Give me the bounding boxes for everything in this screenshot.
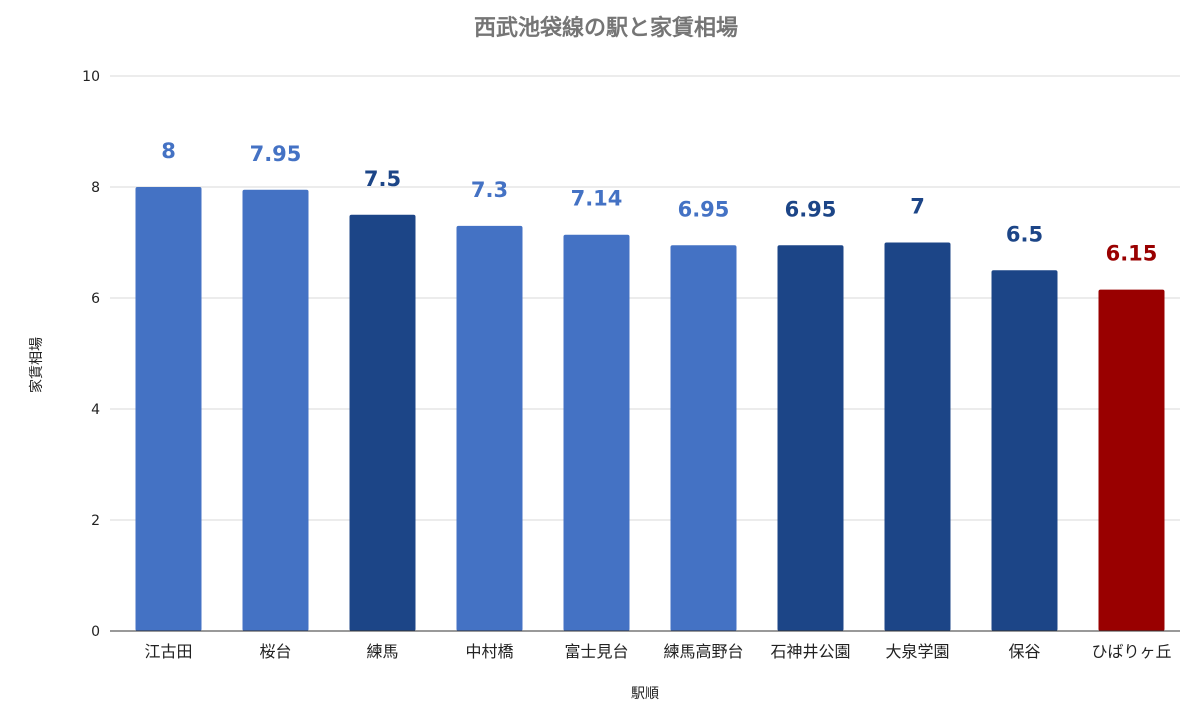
y-tick-label: 2 <box>91 513 100 529</box>
data-label: 8 <box>161 139 176 163</box>
bar <box>1098 289 1165 631</box>
x-tick-label: 富士見台 <box>564 642 628 661</box>
chart-title: 西武池袋線の駅と家賃相場 <box>474 15 738 41</box>
data-label: 7 <box>910 195 925 219</box>
data-label: 7.5 <box>364 167 401 191</box>
x-tick-label: 練馬高野台 <box>663 642 743 661</box>
data-label: 6.15 <box>1106 242 1158 266</box>
data-label: 7.14 <box>571 187 623 211</box>
bar <box>777 245 844 631</box>
x-axis-label: 駅順 <box>631 686 659 702</box>
data-label: 6.95 <box>678 197 730 221</box>
bar <box>563 234 630 632</box>
bar <box>135 187 202 631</box>
y-tick-label: 0 <box>91 624 100 640</box>
bar <box>456 225 523 631</box>
bar <box>349 214 416 631</box>
x-tick-label: 桜台 <box>259 642 291 661</box>
x-tick-label: 保谷 <box>1008 642 1040 661</box>
y-tick-label: 8 <box>91 180 100 196</box>
x-tick-label: 石神井公園 <box>770 642 850 661</box>
y-axis-label: 家賃相場 <box>28 337 45 393</box>
x-axis-ticks: 江古田 桜台 練馬 中村橋 富士見台 練馬高野台 石神井公園 大泉学園 保谷 ひばりヶ丘 <box>144 642 1171 661</box>
x-tick-label: 江古田 <box>144 642 192 661</box>
y-tick-label: 4 <box>91 402 100 418</box>
x-tick-label: 中村橋 <box>465 642 513 661</box>
data-label: 6.5 <box>1006 222 1043 246</box>
y-tick-label: 6 <box>91 291 100 307</box>
bar <box>670 245 737 631</box>
data-labels: 8 7.95 7.5 7.3 7.14 6.95 6.95 7 6.5 6.15 <box>161 139 1157 266</box>
bar <box>884 242 951 631</box>
y-tick-label: 10 <box>82 69 100 85</box>
x-tick-label: ひばりヶ丘 <box>1091 642 1171 661</box>
data-label: 7.3 <box>471 178 508 202</box>
data-label: 7.95 <box>250 142 302 166</box>
x-tick-label: 練馬 <box>366 642 398 661</box>
bar <box>991 270 1058 631</box>
bars <box>135 187 1165 632</box>
y-axis-ticks: 0 2 4 6 8 10 <box>82 69 100 640</box>
x-tick-label: 大泉学園 <box>885 642 949 661</box>
data-label: 6.95 <box>785 197 837 221</box>
bar <box>242 189 309 631</box>
